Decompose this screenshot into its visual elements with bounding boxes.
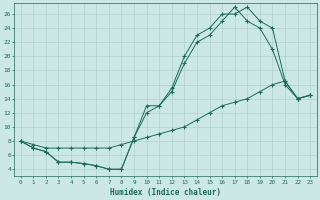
X-axis label: Humidex (Indice chaleur): Humidex (Indice chaleur) [110,188,221,197]
